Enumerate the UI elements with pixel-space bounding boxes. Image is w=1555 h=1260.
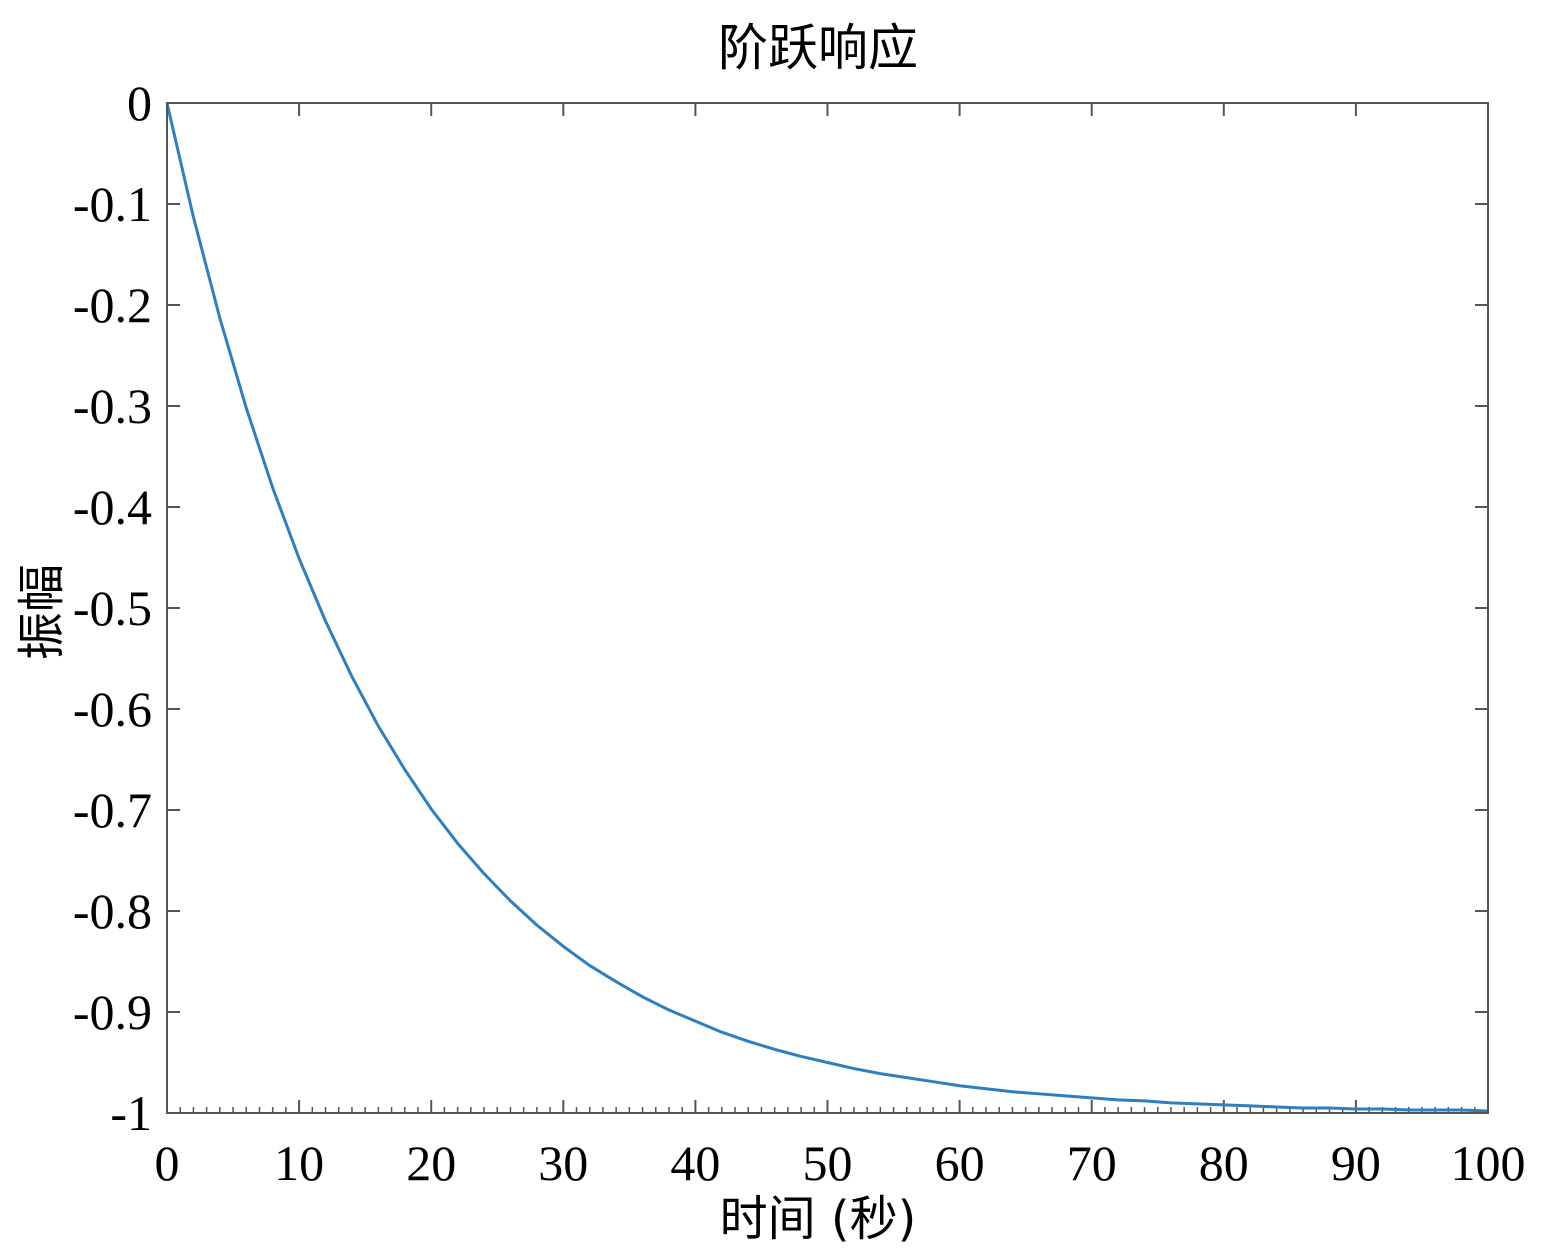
y-tick-label: -0.7 <box>73 782 152 838</box>
x-tick-label: 20 <box>406 1135 456 1191</box>
y-tick-label: -0.5 <box>73 580 152 636</box>
x-axis-label: 时间 (秒) <box>720 1191 917 1247</box>
x-tick-label: 40 <box>670 1135 720 1191</box>
y-tick-label: -0.6 <box>73 681 152 737</box>
x-tick-label: 70 <box>1067 1135 1117 1191</box>
x-tick-label: 80 <box>1199 1135 1249 1191</box>
x-tick-label: 0 <box>155 1135 180 1191</box>
y-tick-label: -0.9 <box>73 984 152 1040</box>
x-tick-label: 60 <box>935 1135 985 1191</box>
y-tick-label: -0.1 <box>73 176 152 232</box>
ticks-layer: 0 10 20 30 40 50 60 70 80 90 100 0 -0.1 -0.2 -0.3 -0.4 -… <box>73 75 1526 1191</box>
y-tick-label: -0.8 <box>73 883 152 939</box>
y-tick-label: 0 <box>127 75 152 131</box>
y-tick-label: -1 <box>110 1085 152 1141</box>
x-tick-label: 50 <box>803 1135 853 1191</box>
y-tick-label: -0.3 <box>73 378 152 434</box>
step-response-line <box>165 102 1489 1113</box>
x-tick-label: 30 <box>538 1135 588 1191</box>
chart-title: 阶跃响应 <box>718 19 918 77</box>
y-tick-label: -0.4 <box>73 479 152 535</box>
x-tick-label: 90 <box>1331 1135 1381 1191</box>
y-tick-label: -0.2 <box>73 277 152 333</box>
x-tick-label: 100 <box>1451 1135 1526 1191</box>
x-tick-label: 10 <box>274 1135 324 1191</box>
y-axis-label: 振幅 <box>14 564 70 660</box>
series-layer <box>165 102 1489 1113</box>
plot-area-frame <box>166 102 1489 1114</box>
